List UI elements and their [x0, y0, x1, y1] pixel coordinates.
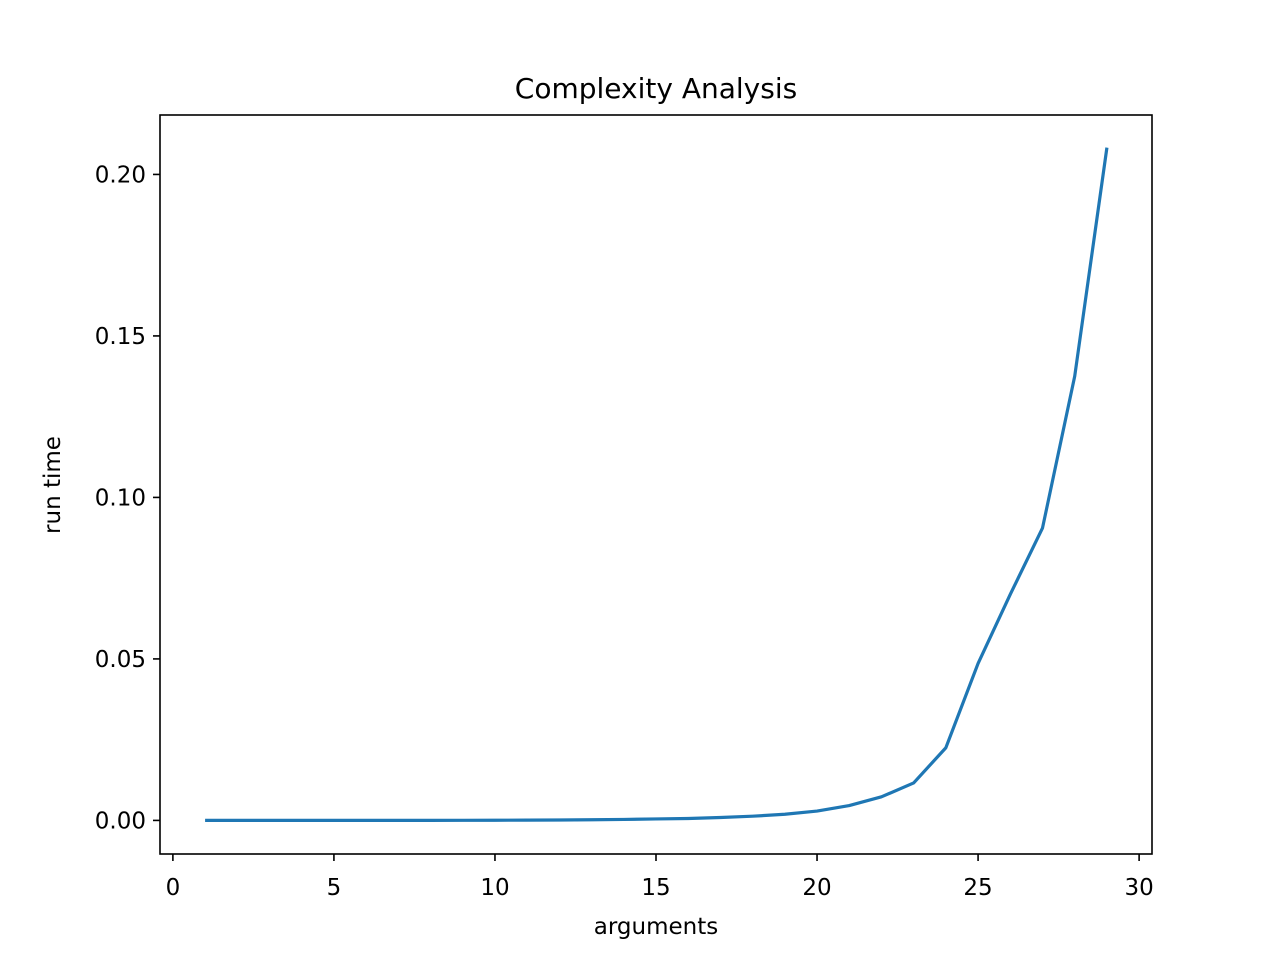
x-tick-label: 5 — [327, 875, 342, 901]
y-tick-label: 0.05 — [95, 647, 146, 673]
x-axis-ticks: 0 5 10 15 20 25 30 — [166, 854, 1154, 901]
y-axis-label: run time — [40, 436, 66, 534]
chart-title: Complexity Analysis — [515, 72, 797, 105]
x-tick-label: 15 — [641, 875, 670, 901]
x-tick-label: 10 — [480, 875, 509, 901]
y-tick-label: 0.15 — [95, 324, 146, 350]
plot-line-layer — [205, 147, 1109, 823]
x-axis-label: arguments — [594, 914, 718, 940]
y-tick-label: 0.10 — [95, 485, 146, 511]
series-line-0 — [205, 147, 1109, 823]
y-tick-label: 0.20 — [95, 162, 146, 188]
x-tick-label: 30 — [1124, 875, 1153, 901]
x-tick-label: 0 — [166, 875, 181, 901]
y-tick-label: 0.00 — [95, 808, 146, 834]
y-axis-ticks: 0.00 0.05 0.10 0.15 0.20 — [95, 162, 160, 834]
x-tick-label: 25 — [963, 875, 992, 901]
x-tick-label: 20 — [802, 875, 831, 901]
